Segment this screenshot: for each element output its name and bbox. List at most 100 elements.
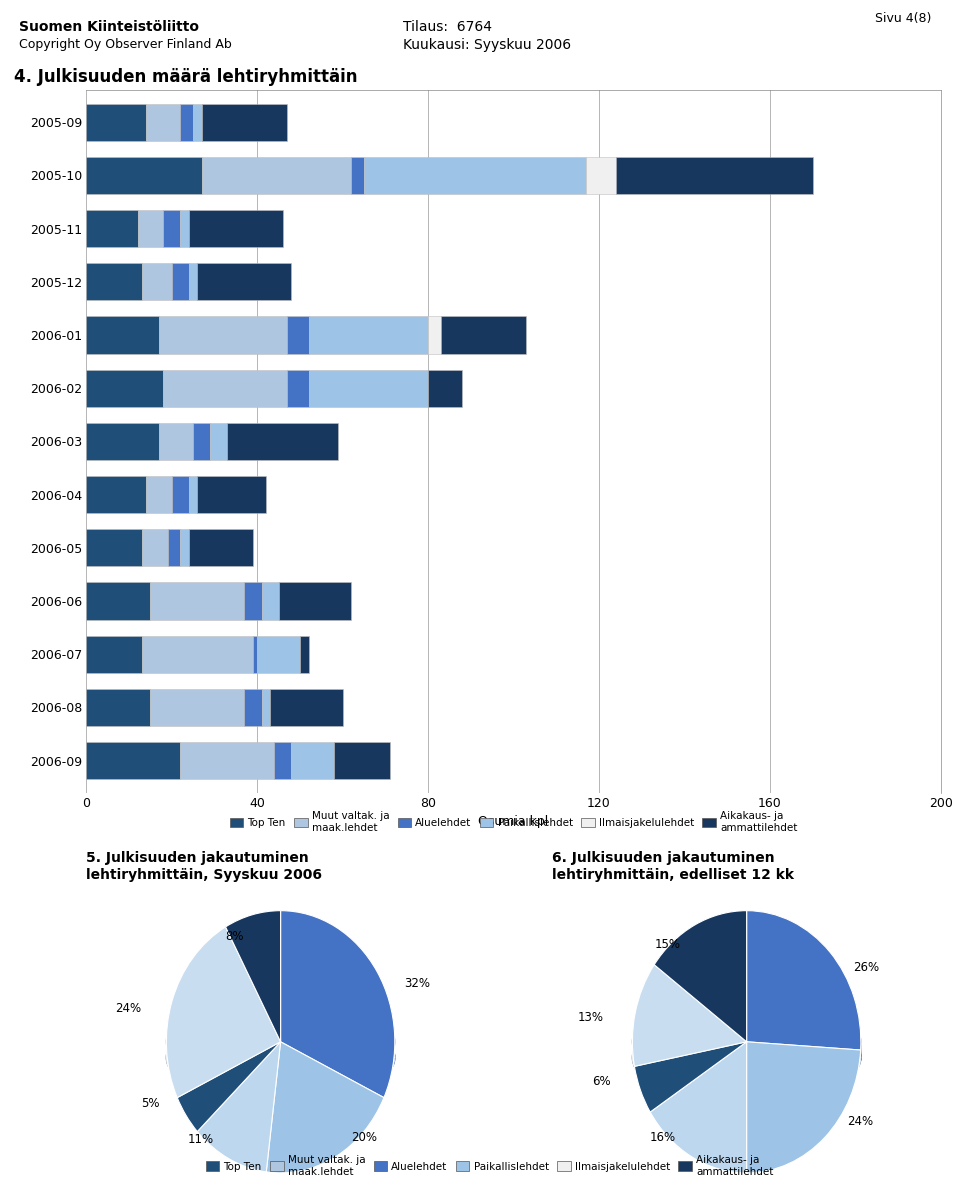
Wedge shape: [178, 1042, 280, 1132]
Polygon shape: [178, 1061, 198, 1089]
Bar: [142, 635, 253, 672]
Bar: [300, 635, 308, 672]
Bar: [142, 263, 172, 301]
Bar: [308, 316, 428, 354]
Text: 24%: 24%: [847, 1115, 873, 1128]
Text: 11%: 11%: [188, 1132, 214, 1145]
Text: 13%: 13%: [578, 1012, 604, 1025]
Bar: [180, 529, 189, 567]
Wedge shape: [633, 965, 747, 1066]
Legend: Top Ten, Muut valtak. ja
maak.lehdet, Aluelehdet, Paikallislehdet, Ilmaisjakelul: Top Ten, Muut valtak. ja maak.lehdet, Al…: [229, 811, 798, 832]
Text: Tilaus:  6764: Tilaus: 6764: [403, 20, 492, 35]
Wedge shape: [280, 911, 395, 1097]
Bar: [180, 103, 193, 141]
Bar: [137, 211, 163, 247]
Bar: [198, 476, 266, 514]
Wedge shape: [654, 911, 747, 1042]
Text: 8%: 8%: [226, 930, 244, 943]
Wedge shape: [654, 911, 747, 1042]
Wedge shape: [166, 926, 280, 1097]
Text: 24%: 24%: [115, 1002, 141, 1014]
Bar: [86, 529, 142, 567]
Bar: [245, 582, 261, 620]
Text: 16%: 16%: [650, 1131, 676, 1144]
Wedge shape: [747, 1042, 860, 1173]
Text: 6. Julkisuuden jakautuminen
lehtiryhmittäin, edelliset 12 kk: 6. Julkisuuden jakautuminen lehtiryhmitt…: [552, 852, 795, 882]
Bar: [441, 316, 526, 354]
Wedge shape: [280, 911, 395, 1097]
Bar: [287, 316, 308, 354]
Bar: [159, 316, 287, 354]
Text: 32%: 32%: [404, 977, 430, 990]
Text: Suomen Kiinteistöliitto: Suomen Kiinteistöliitto: [19, 20, 200, 35]
Bar: [163, 369, 287, 407]
Wedge shape: [747, 1042, 860, 1173]
Bar: [180, 211, 189, 247]
Bar: [257, 635, 300, 672]
Bar: [253, 635, 257, 672]
Bar: [275, 742, 292, 780]
Bar: [86, 582, 151, 620]
Wedge shape: [266, 1042, 384, 1173]
Polygon shape: [650, 1066, 747, 1103]
Bar: [364, 156, 587, 194]
Bar: [86, 316, 159, 354]
Wedge shape: [633, 965, 747, 1066]
Bar: [86, 422, 159, 460]
Wedge shape: [198, 1042, 280, 1172]
Bar: [86, 263, 142, 301]
Bar: [428, 369, 463, 407]
Bar: [428, 316, 441, 354]
Bar: [159, 422, 193, 460]
Bar: [261, 582, 278, 620]
Bar: [180, 742, 275, 780]
Polygon shape: [198, 1073, 266, 1103]
Bar: [189, 476, 198, 514]
Legend: Top Ten, Muut valtak. ja
maak.lehdet, Aluelehdet, Paikallislehdet, Ilmaisjakelul: Top Ten, Muut valtak. ja maak.lehdet, Al…: [205, 1155, 774, 1177]
Text: 6%: 6%: [592, 1075, 611, 1089]
Wedge shape: [226, 911, 280, 1042]
Text: Sivu 4(8): Sivu 4(8): [875, 12, 931, 25]
Polygon shape: [747, 1044, 860, 1103]
Text: 5. Julkisuuden jakautuminen
lehtiryhmittäin, Syyskuu 2006: 5. Julkisuuden jakautuminen lehtiryhmitt…: [86, 852, 323, 882]
Bar: [172, 476, 189, 514]
Text: 5%: 5%: [141, 1097, 159, 1109]
Bar: [86, 689, 151, 727]
Bar: [616, 156, 813, 194]
Text: 20%: 20%: [351, 1131, 377, 1144]
Bar: [172, 263, 189, 301]
Bar: [228, 422, 339, 460]
Bar: [202, 156, 351, 194]
Bar: [308, 369, 428, 407]
Wedge shape: [635, 1042, 747, 1112]
Bar: [334, 742, 390, 780]
Bar: [86, 476, 146, 514]
Bar: [193, 103, 202, 141]
Wedge shape: [635, 1042, 747, 1112]
Polygon shape: [266, 1061, 384, 1103]
Bar: [142, 529, 168, 567]
Bar: [351, 156, 364, 194]
Bar: [210, 422, 228, 460]
Polygon shape: [635, 1050, 650, 1083]
Bar: [86, 369, 163, 407]
Bar: [270, 689, 343, 727]
Bar: [261, 689, 270, 727]
Bar: [86, 211, 137, 247]
Bar: [193, 422, 210, 460]
Polygon shape: [166, 1036, 178, 1077]
Bar: [202, 103, 287, 141]
Polygon shape: [633, 1012, 861, 1103]
X-axis label: Osumia kpl: Osumia kpl: [478, 814, 549, 828]
Bar: [86, 635, 142, 672]
Bar: [146, 103, 180, 141]
Wedge shape: [198, 1042, 280, 1172]
Bar: [86, 103, 146, 141]
Bar: [146, 476, 172, 514]
Text: Copyright Oy Observer Finland Ab: Copyright Oy Observer Finland Ab: [19, 38, 232, 52]
Wedge shape: [650, 1042, 747, 1173]
Polygon shape: [166, 1012, 395, 1103]
Text: 26%: 26%: [853, 961, 879, 973]
Bar: [151, 689, 245, 727]
Wedge shape: [178, 1042, 280, 1132]
